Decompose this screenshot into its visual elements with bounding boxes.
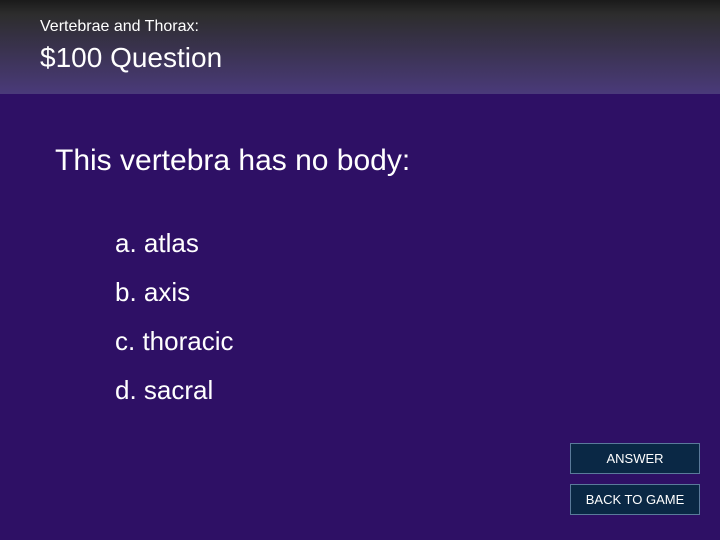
button-group: ANSWER BACK TO GAME [570,443,700,515]
answer-button[interactable]: ANSWER [570,443,700,474]
option-c: c. thoracic [115,326,665,357]
category-label: Vertebrae and Thorax: [40,18,680,36]
question-text: This vertebra has no body: [55,144,665,178]
options-list: a. atlas b. axis c. thoracic d. sacral [55,228,665,406]
option-d: d. sacral [115,375,665,406]
option-b: b. axis [115,277,665,308]
back-button[interactable]: BACK TO GAME [570,484,700,515]
question-title: $100 Question [40,42,680,74]
content-area: This vertebra has no body: a. atlas b. a… [0,94,720,406]
option-a: a. atlas [115,228,665,259]
header-bar: Vertebrae and Thorax: $100 Question [0,0,720,94]
